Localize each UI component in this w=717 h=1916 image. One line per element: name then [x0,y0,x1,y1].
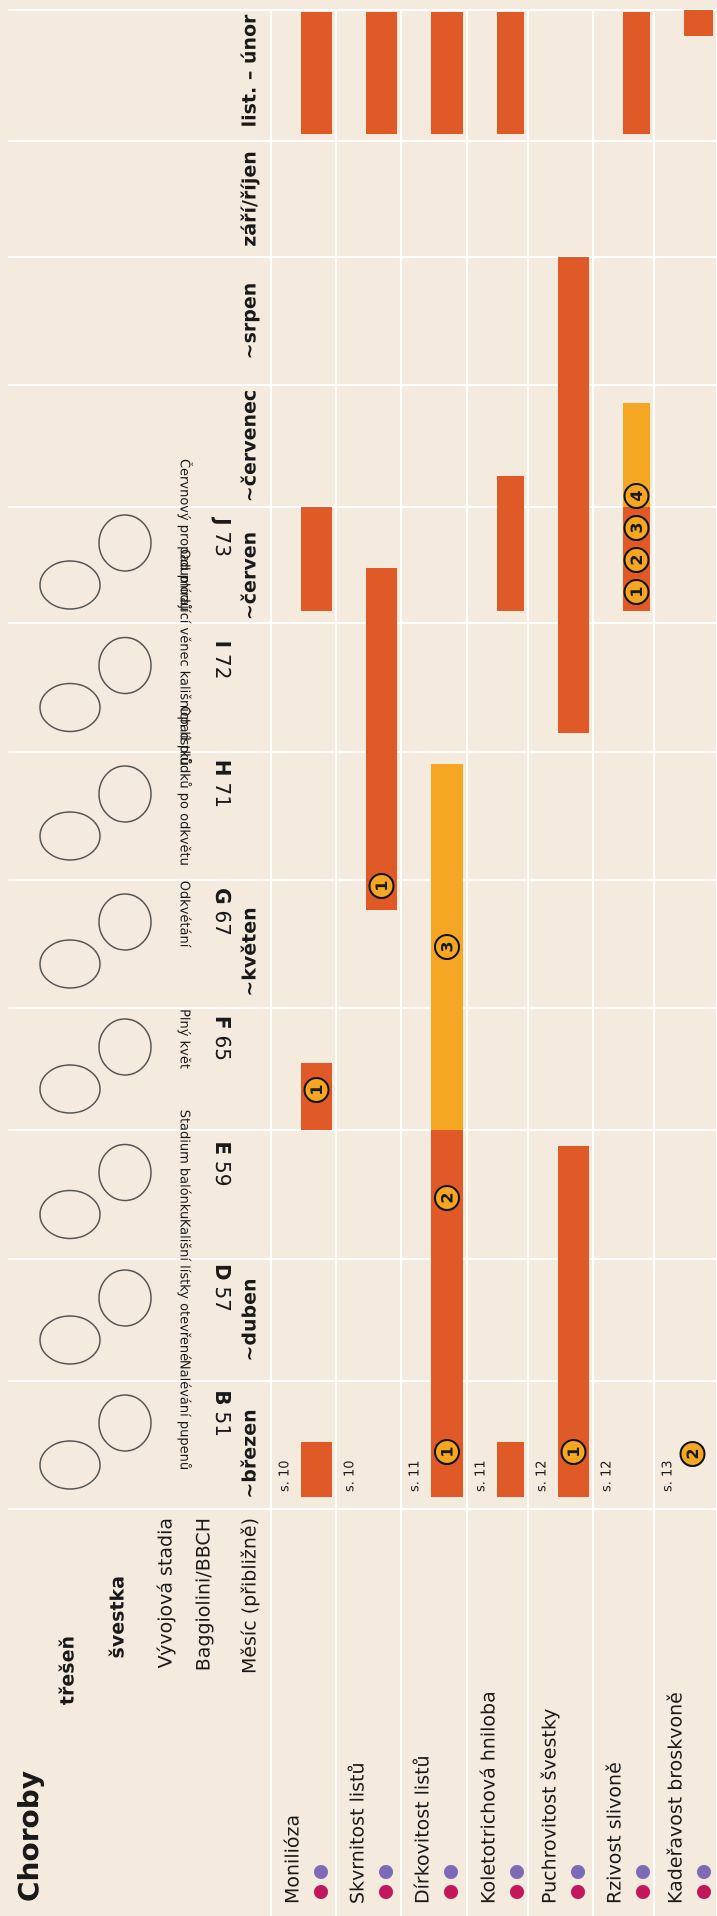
fruit-icon [379,1865,393,1879]
page-ref: s. 11 [408,1460,423,1492]
title: Choroby [12,1771,45,1902]
stage-name: Kališní lístky otevřené [177,1219,192,1361]
month: září/říjen [239,151,261,247]
stages-label: Vývojová stadia [155,1518,177,1668]
month-label: Měsíc (přibližně) [239,1518,261,1674]
treatment-bar [431,12,463,134]
month: ~červen [239,532,261,620]
page-ref: s. 13 [661,1460,676,1492]
page-ref: s. 11 [474,1460,489,1492]
bbch-label: Baggiolini/BBCH [193,1518,215,1671]
badge-number: 2 [683,1448,702,1459]
treatment-bar [366,568,397,910]
treatment-bar [366,12,397,134]
month: ~květen [239,907,261,996]
stage-code-letter: E [212,1141,236,1155]
stage-code: E 59 [212,1141,236,1186]
stage-number: 73 [212,532,236,557]
stage-code-letter: J [212,516,236,525]
disease-name: Koletotrichová hniloba [478,1691,500,1904]
fruit-icon [314,1865,328,1879]
badge-number: 2 [627,554,646,565]
stage-name: Nalévání pupenů [177,1360,192,1470]
stage-number: 57 [212,1287,236,1312]
page-ref: s. 12 [535,1460,550,1492]
cherry-label: třešeň [57,1636,79,1705]
stage-code: G 67 [212,888,236,936]
disease-name: Puchrovitost švestky [539,1709,561,1904]
badge-number: 1 [307,1084,326,1095]
fruit-icon [571,1885,585,1899]
plum-label: švestka [107,1576,129,1658]
spray-calendar: Choroby třešeň švestka Vývojová stadia Baggi… [0,0,717,1916]
month: ~duben [239,1278,261,1361]
page-ref: s. 10 [278,1460,293,1492]
stage-name: Plný květ [177,1009,192,1069]
page-ref: s. 12 [600,1460,615,1492]
fruit-icon [444,1865,458,1879]
fruit-icon [379,1885,393,1899]
stage-number: 65 [212,1036,236,1061]
stage-code: D 57 [212,1264,236,1312]
badge-number: 1 [564,1446,583,1457]
disease-name: Rzivost slivoně [604,1762,626,1904]
treatment-bar [684,10,713,36]
treatment-bar [497,1442,524,1497]
stage-code-letter: I [212,641,236,648]
treatment-bar [301,507,332,611]
fruit-icon [571,1865,585,1879]
stage-code-letter: D [212,1264,236,1281]
fruit-icon [636,1885,650,1899]
fruit-icon [697,1885,711,1899]
stage-code: H 71 [212,760,236,808]
month: list. – únor [239,14,261,127]
fruit-icon [510,1865,524,1879]
stage-name: Odkvétání [177,881,192,948]
treatment-bar [497,476,524,611]
stage-code-letter: H [212,760,236,777]
stage-name: Červnový propad plodů [177,459,193,611]
stage-code-letter: G [212,888,236,904]
month: ~březen [239,1409,261,1498]
fruit-icon [636,1865,650,1879]
stage-code: F 65 [212,1016,236,1061]
stage-number: 51 [212,1412,236,1437]
badge-number: 1 [627,586,646,597]
page: {"header": {"title": "Choroby", "cherry"… [0,0,717,1916]
month: ~srpen [239,283,261,360]
treatment-bar [497,12,524,134]
stage-code: I 72 [212,641,236,680]
treatment-bar [558,257,589,733]
fruit-icon [314,1885,328,1899]
badge-number: 3 [627,522,646,533]
stage-number: 67 [212,911,236,936]
disease-name: Dírkovitost listů [412,1755,434,1904]
treatment-bar [623,12,650,134]
fruit-icon [510,1885,524,1899]
page-ref: s. 10 [343,1460,358,1492]
month: ~červenec [239,390,261,502]
stage-name: Stadium balónku [177,1110,192,1220]
fruit-icon [444,1885,458,1899]
stage-code: J 73 [212,516,236,557]
treatment-bar [301,12,332,134]
stage-number: 72 [212,654,236,679]
badge-number: 4 [627,490,646,501]
stage-number: 59 [212,1161,236,1186]
badge-number: 1 [438,1446,457,1457]
badge-number: 2 [438,1192,457,1203]
treatment-bar [301,1442,332,1497]
stage-code-letter: F [212,1016,236,1030]
stage-number: 71 [212,783,236,808]
disease-name: Monilióza [282,1815,304,1904]
fruit-icon [697,1865,711,1879]
disease-name: Skvrnitost listů [347,1762,369,1904]
stage-code: B 51 [212,1390,236,1437]
badge-number: 3 [438,941,457,952]
badge-number: 1 [372,880,391,891]
disease-name: Kadeřavost broskvoně [665,1692,687,1904]
stage-code-letter: B [212,1390,236,1405]
